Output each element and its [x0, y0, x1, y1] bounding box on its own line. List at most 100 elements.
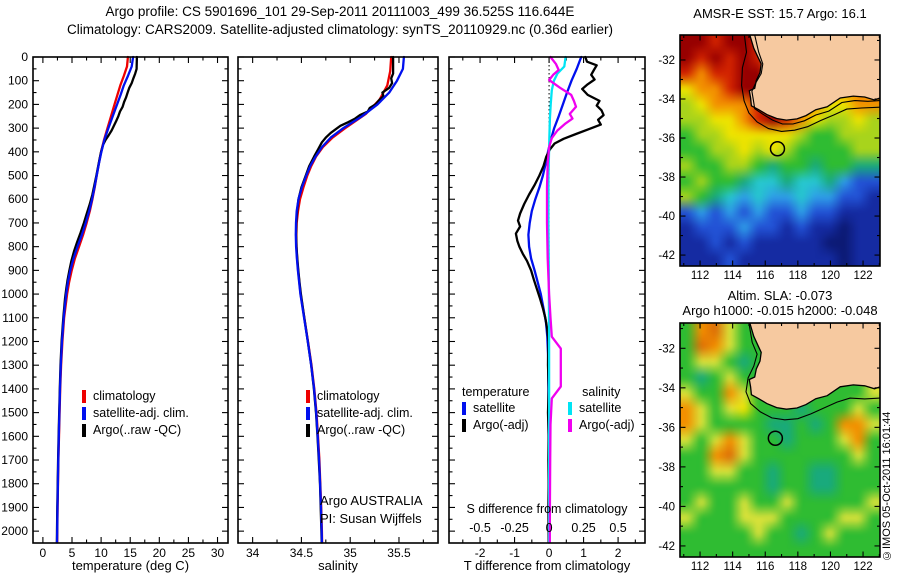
- tick-label: -42: [658, 250, 675, 262]
- pi-annotation: Argo AUSTRALIA PI: Susan Wijffels: [320, 492, 423, 528]
- sla-map-axes: [680, 323, 880, 557]
- tick-label: 114: [723, 561, 742, 573]
- sla-map-overlay: 112 114 116 118 120 122 -32 -34 -36 -38 -40 -42: [658, 322, 881, 573]
- temperature-profile-panel: 0 5 10 15 20 25 300100200300400500600700800900…: [1, 50, 229, 560]
- series-t-satellite: [527, 55, 583, 544]
- tick-label: 15: [124, 546, 138, 560]
- t-difference-legend: temperature satellite Argo(-adj): [462, 385, 529, 434]
- tick-label: 2: [615, 546, 622, 560]
- sla-map-frame: [679, 322, 881, 558]
- satellite-T-swatch: [462, 402, 466, 415]
- legend-group-title: temperature: [462, 385, 530, 399]
- salinity-legend: climatology satellite-adj. clim. Argo(..…: [306, 388, 413, 439]
- tick-label: -34: [658, 383, 675, 395]
- tick-label: 400: [8, 145, 28, 159]
- legend-item: Argo(-adj): [462, 417, 529, 434]
- tick-label: 800: [8, 240, 28, 254]
- tick-label: 120: [821, 561, 840, 573]
- series-climatology: [295, 55, 393, 544]
- tick-label: 600: [8, 192, 28, 206]
- legend-label: satellite-adj. clim.: [317, 406, 413, 420]
- tick-label: 900: [8, 263, 28, 277]
- argo-swatch: [82, 424, 86, 437]
- s-axis-tick-label: 0.5: [609, 521, 627, 535]
- argo-T-swatch: [462, 419, 466, 432]
- salinity-profile-panel: 34 34.5 35 35.5: [237, 55, 439, 560]
- salinity-profile-axes: [238, 56, 438, 543]
- t-difference-axis-label: T difference from climatology: [463, 558, 631, 573]
- series-satellite-adj-clim-: [294, 55, 406, 544]
- s-axis-tick-label: 0.25: [571, 521, 596, 535]
- tick-label: 20: [153, 546, 167, 560]
- temperature-profile-frame: [32, 56, 229, 544]
- tick-label: 120: [821, 270, 840, 282]
- tick-label: -34: [658, 94, 675, 106]
- tick-label: 30: [211, 546, 225, 560]
- program-name: Argo AUSTRALIA: [320, 493, 423, 508]
- tick-label: 1900: [1, 500, 28, 514]
- imos-watermark: ©IMOS 05-Oct-2011 16:01:44: [881, 411, 893, 561]
- figure-title-line2: Climatology: CARS2009. Satellite-adjuste…: [66, 22, 614, 37]
- land-polygon: [748, 35, 880, 121]
- series-argo-raw-qc-: [55, 55, 139, 544]
- argo-swatch: [306, 424, 310, 437]
- tick-label: 0: [546, 546, 553, 560]
- series-s-satellite: [547, 55, 567, 544]
- tick-label: 116: [756, 270, 774, 282]
- tick-label: -32: [658, 55, 675, 67]
- s-axis-tick-labels: -0.5 -0.25 0 0.25 0.5: [0, 521, 900, 537]
- tick-label: -1: [509, 546, 520, 560]
- climatology-swatch: [306, 390, 310, 403]
- legend-label: climatology: [317, 389, 380, 403]
- tick-label: 0: [40, 546, 47, 560]
- temperature-axis-label: temperature (deg C): [71, 558, 190, 573]
- tick-label: 25: [182, 546, 196, 560]
- tick-label: 114: [723, 270, 742, 282]
- legend-label: satellite: [473, 401, 516, 415]
- tick-label: 35.5: [387, 546, 411, 560]
- tick-label: 1600: [1, 429, 28, 443]
- tick-label: 1200: [1, 334, 28, 348]
- satellite-adj-swatch: [82, 407, 86, 420]
- contour-line: [751, 35, 880, 125]
- tick-label: 1700: [1, 453, 28, 467]
- tick-label: 122: [853, 561, 872, 573]
- contour-line: [741, 35, 880, 132]
- legend-item: climatology: [82, 388, 189, 405]
- sst-map-title: AMSR-E SST: 15.7 Argo: 16.1: [693, 6, 867, 21]
- legend-item: satellite-adj. clim.: [306, 405, 413, 422]
- tick-label: 200: [8, 97, 28, 111]
- series-s-argo-adj-: [545, 55, 578, 544]
- tick-label: 10: [94, 546, 108, 560]
- tick-label: 1400: [1, 382, 28, 396]
- legend-group-title: salinity: [582, 385, 621, 399]
- tick-label: 1800: [1, 477, 28, 491]
- tick-label: 1500: [1, 406, 28, 420]
- tick-label: 112: [691, 270, 709, 282]
- satellite-S-swatch: [568, 402, 572, 415]
- tick-label: 0: [21, 50, 28, 64]
- tick-label: 100: [8, 74, 28, 88]
- legend-label: Argo(..raw -QC): [317, 423, 406, 437]
- tick-label: -36: [658, 422, 675, 434]
- temperature-profile-axes: [33, 56, 228, 543]
- legend-item: Argo(..raw -QC): [306, 422, 413, 439]
- tick-label: -38: [658, 462, 675, 474]
- sst-map-frame: [679, 34, 881, 267]
- tick-label: 5: [69, 546, 76, 560]
- tick-label: 34: [246, 546, 260, 560]
- series-satellite-adj-clim-: [55, 55, 135, 544]
- s-axis-tick-label: -0.25: [500, 521, 529, 535]
- tick-label: 118: [789, 561, 807, 573]
- legend-label: satellite-adj. clim.: [93, 406, 189, 420]
- tick-label: 1000: [1, 287, 28, 301]
- tick-label: 112: [691, 561, 709, 573]
- sst-map-overlay: 112 114 116 118 120 122 -32 -34 -36 -38 -40 -42: [658, 34, 881, 282]
- legend-label: Argo(-adj): [579, 418, 635, 432]
- tick-label: -40: [658, 211, 675, 223]
- tick-label: -40: [658, 501, 675, 513]
- tick-label: 34.5: [290, 546, 314, 560]
- difference-profile-panel: -2 -1 0 1 2: [448, 55, 646, 560]
